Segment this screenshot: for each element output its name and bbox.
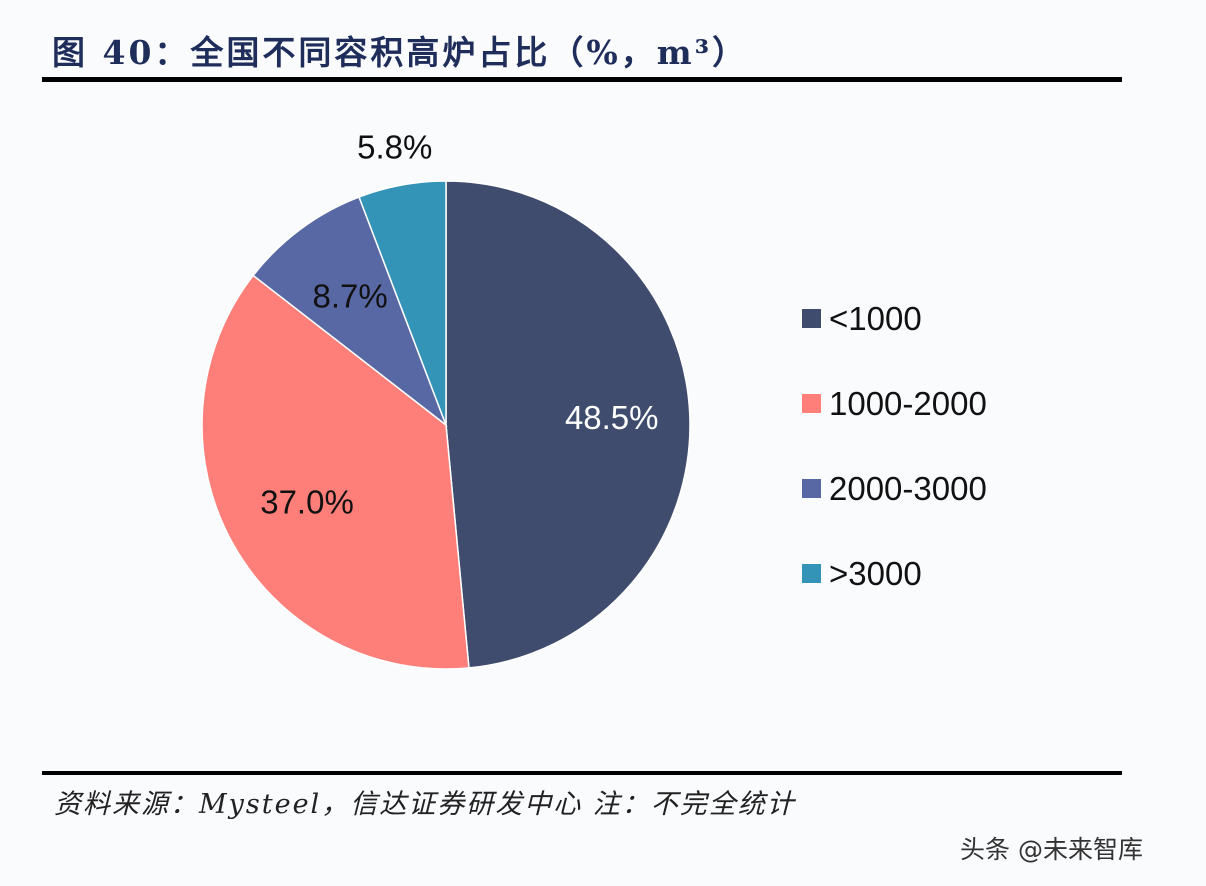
- title-rule: [42, 77, 1122, 82]
- data-label-2: 8.7%: [313, 278, 388, 315]
- pie-slice-0: [445, 180, 691, 669]
- legend-label: >3000: [829, 554, 922, 592]
- source-note: 资料来源：Mysteel，信达证券研发中心 注：不完全统计: [54, 789, 796, 820]
- legend-label: <1000: [829, 299, 922, 337]
- pie-slice-3: [358, 180, 447, 426]
- data-label-3: 5.8%: [357, 129, 432, 166]
- legend-swatch: [802, 479, 821, 498]
- legend-label: 1000-2000: [829, 384, 987, 422]
- legend-swatch: [802, 309, 821, 328]
- legend-item: >3000: [802, 531, 987, 616]
- legend-label: 2000-3000: [829, 469, 987, 507]
- legend-item: 2000-3000: [802, 446, 987, 531]
- legend-item: 1000-2000: [802, 361, 987, 446]
- pie-slice-1: [201, 274, 470, 670]
- data-label-1: 37.0%: [260, 483, 354, 520]
- legend-swatch: [802, 394, 821, 413]
- data-label-0: 48.5%: [565, 399, 659, 436]
- source-rule: [42, 771, 1122, 775]
- legend: <1000 1000-2000 2000-3000 >3000: [802, 276, 987, 616]
- legend-swatch: [802, 564, 821, 583]
- figure-title: 图 40：全国不同容积高炉占比（%，m³）: [52, 33, 749, 72]
- pie-slice-2: [252, 196, 448, 428]
- watermark: 头条 @未来智库: [960, 835, 1143, 864]
- legend-item: <1000: [802, 276, 987, 361]
